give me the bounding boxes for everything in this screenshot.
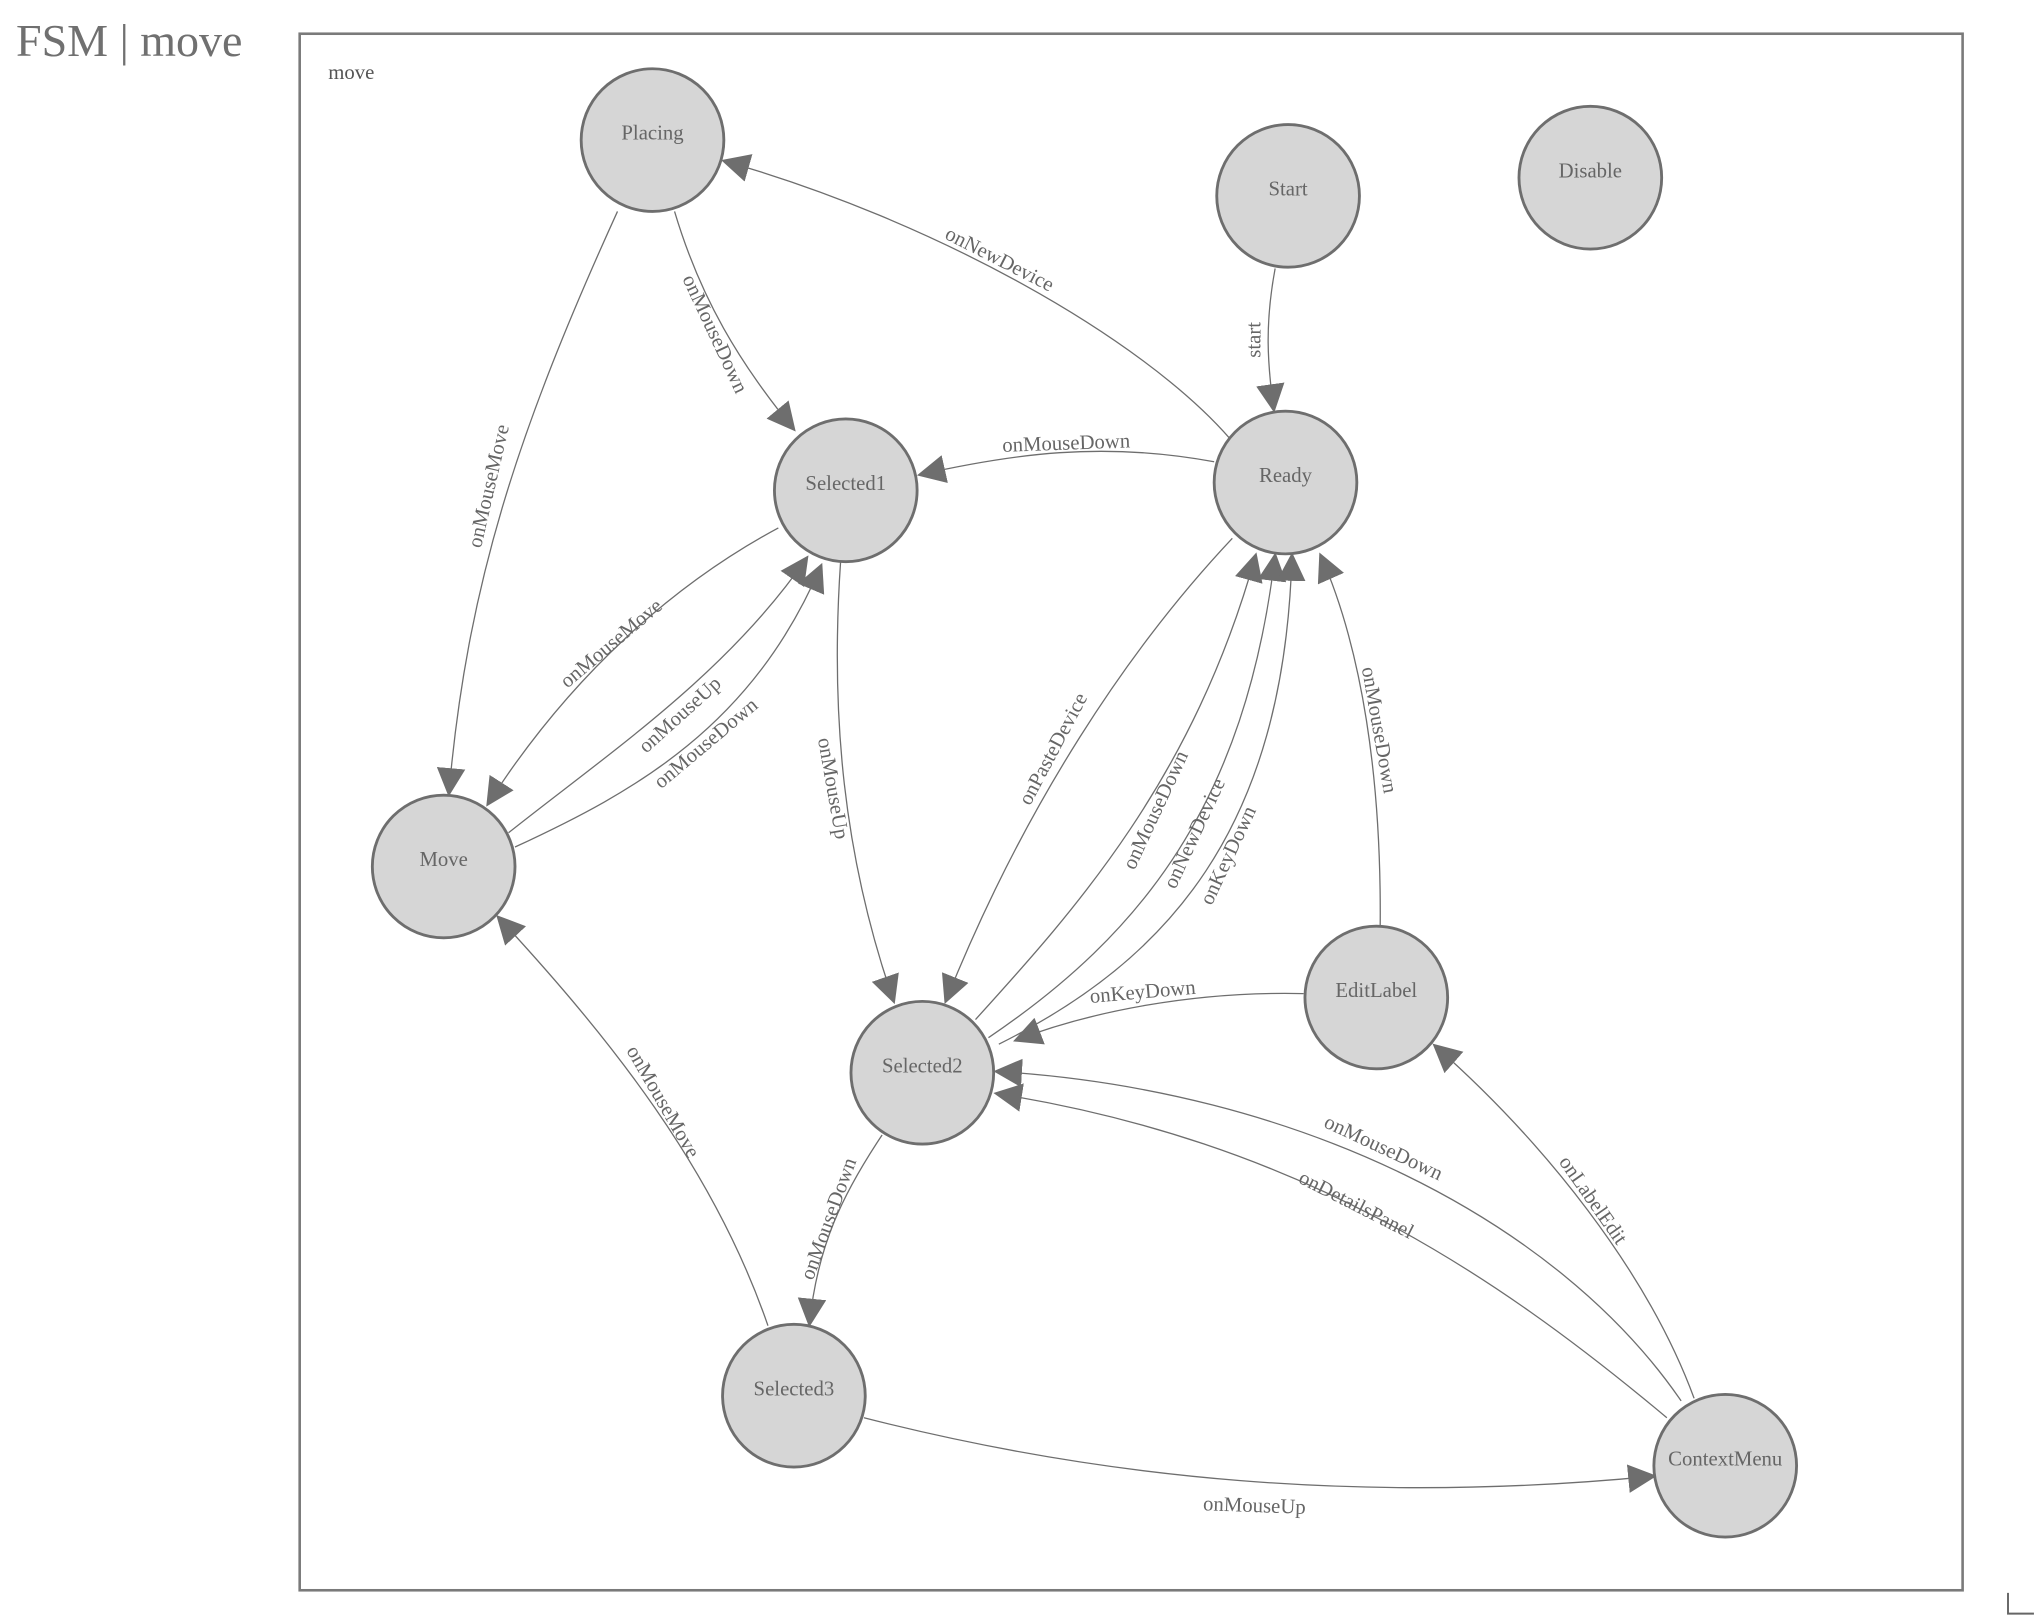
state-selected2[interactable]: Selected2 [849, 999, 996, 1146]
edge-label: onMouseDown [650, 694, 763, 794]
state-editlabel[interactable]: EditLabel [1303, 924, 1450, 1071]
state-label: Selected1 [805, 473, 886, 495]
state-circle[interactable] [1215, 123, 1361, 269]
edge-placing-to-selected1: onMouseDown [673, 211, 796, 432]
state-circle[interactable] [370, 793, 517, 940]
state-start[interactable]: Start [1215, 123, 1361, 269]
edge-line [836, 561, 899, 1005]
edge-contextmenu-to-selected2: onMouseDown [993, 1058, 1682, 1402]
edge-line [797, 1134, 883, 1328]
state-placing[interactable]: Placing [579, 67, 726, 213]
edge-label: onLabelEdit [1554, 1152, 1631, 1249]
state-ready[interactable]: Ready [1212, 409, 1359, 556]
edge-selected3-to-contextmenu: onMouseUp [863, 1417, 1657, 1519]
edge-label: onMouseMove [622, 1042, 704, 1162]
state-circle[interactable] [1212, 409, 1359, 556]
edge-placing-to-move: onMouseMove [436, 211, 619, 797]
state-circle[interactable] [773, 417, 919, 564]
group-frame [298, 32, 1964, 1592]
edge-line [514, 562, 825, 848]
edge-label: onMouseMove [464, 422, 514, 549]
edge-line [993, 1058, 1682, 1402]
edge-line [673, 211, 796, 432]
state-circle[interactable] [1517, 104, 1664, 251]
edge-line [975, 552, 1263, 1020]
page-title: FSM | move [16, 15, 243, 66]
edge-selected2-to-selected3: onMouseDown [797, 1134, 883, 1328]
edge-ready-to-selected2: onPasteDevice [941, 537, 1233, 1005]
edge-line [1013, 992, 1304, 1045]
edge-line [1317, 552, 1381, 927]
edge-line [508, 555, 809, 834]
state-label: Placing [621, 123, 683, 145]
state-circle[interactable] [721, 1322, 867, 1469]
edge-selected3-to-move: onMouseMove [496, 914, 769, 1326]
corner-mark [2007, 1592, 2034, 1615]
edge-line [993, 1083, 1668, 1419]
edge-line [941, 537, 1233, 1005]
edge-label: onMouseUp [813, 736, 852, 841]
state-label: ContextMenu [1668, 1448, 1783, 1470]
state-label: Start [1268, 178, 1307, 200]
state-label: Disable [1559, 160, 1622, 182]
edge-label: onPasteDevice [1015, 690, 1092, 809]
edge-label: onKeyDown [1089, 977, 1197, 1008]
edge-contextmenu-to-editlabel: onLabelEdit [1432, 1043, 1695, 1399]
edge-editlabel-to-selected2: onKeyDown [1013, 977, 1304, 1045]
state-circle[interactable] [1303, 924, 1450, 1071]
edge-line [916, 450, 1215, 484]
state-selected1[interactable]: Selected1 [773, 417, 919, 564]
edge-editlabel-to-ready: onMouseDown [1317, 552, 1401, 927]
edge-label: onMouseDown [678, 271, 752, 397]
state-circle[interactable] [849, 999, 996, 1146]
edge-label: onMouseDown [1002, 430, 1131, 456]
edge-label: onDetailsPanel [1295, 1167, 1417, 1244]
state-circle[interactable] [579, 67, 726, 213]
state-label: Move [419, 849, 467, 871]
group-label: move [328, 62, 374, 84]
edge-line [988, 552, 1287, 1039]
state-label: EditLabel [1335, 980, 1417, 1002]
edge-contextmenu-to-selected2: onDetailsPanel [993, 1083, 1668, 1419]
edge-label: onMouseDown [1357, 665, 1401, 795]
state-disable[interactable]: Disable [1517, 104, 1664, 251]
state-circle[interactable] [1652, 1392, 1798, 1539]
edge-selected1-to-selected2: onMouseUp [813, 561, 899, 1005]
edge-label: onMouseUp [1203, 1493, 1306, 1519]
state-selected3[interactable]: Selected3 [721, 1322, 867, 1469]
edge-line [1256, 268, 1285, 413]
edge-start-to-ready: start [1243, 268, 1285, 413]
state-label: Selected2 [882, 1055, 963, 1077]
edge-line [998, 552, 1306, 1045]
edge-ready-to-placing: onNewDevice [721, 154, 1231, 439]
edge-line [486, 527, 779, 807]
edge-line [1432, 1043, 1695, 1399]
state-contextmenu[interactable]: ContextMenu [1652, 1392, 1798, 1539]
edge-ready-to-selected1: onMouseDown [916, 430, 1215, 484]
edge-label: onMouseDown [797, 1154, 862, 1282]
state-label: Ready [1259, 465, 1313, 487]
state-move[interactable]: Move [370, 793, 517, 940]
edge-label: onNewDevice [942, 223, 1058, 296]
edge-label: onMouseMove [556, 595, 666, 693]
edge-label: start [1243, 322, 1265, 358]
edge-label: onMouseDown [1321, 1111, 1447, 1185]
edge-move-to-selected1: onMouseUp [508, 555, 809, 834]
edge-line [436, 211, 619, 797]
edge-line [496, 914, 769, 1326]
edge-line [863, 1417, 1657, 1493]
edge-selected1-to-move: onMouseMove [486, 527, 779, 807]
edge-line [721, 154, 1231, 439]
state-label: Selected3 [754, 1378, 835, 1400]
